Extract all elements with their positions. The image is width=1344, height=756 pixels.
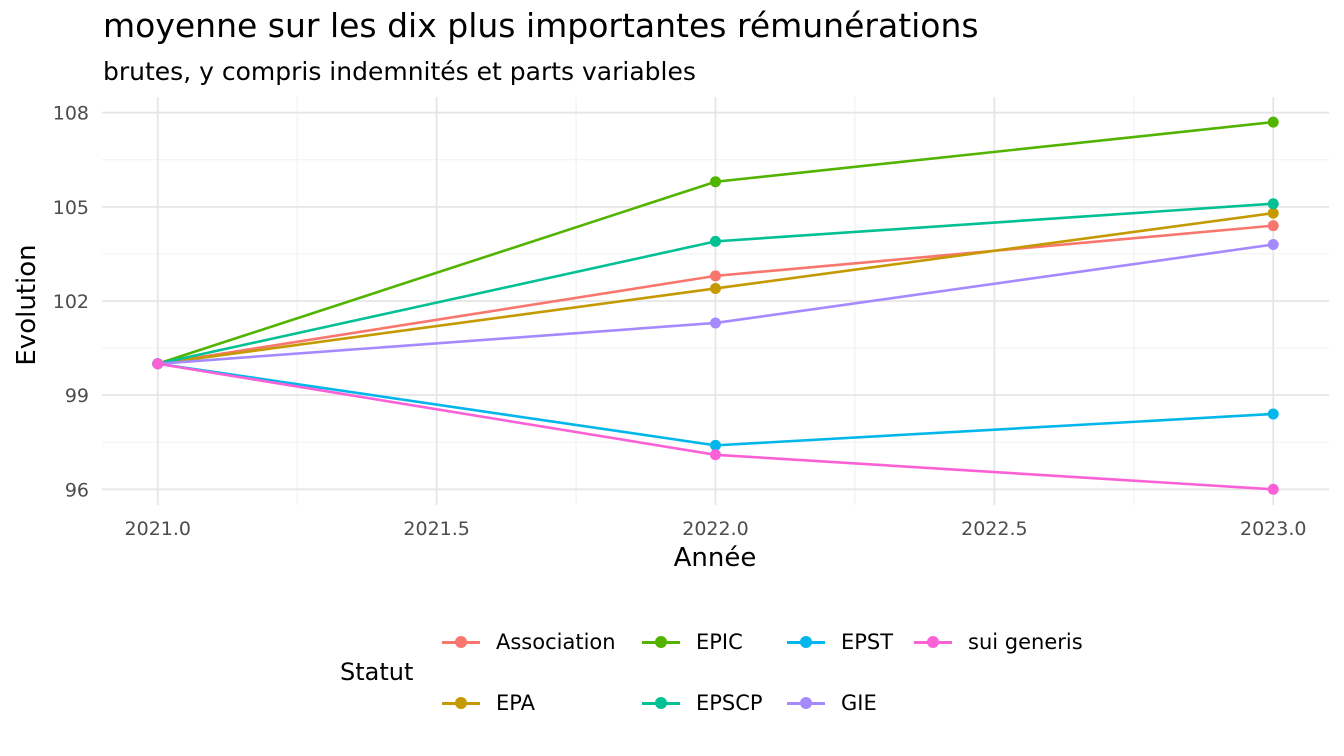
- data-point-epst: [1267, 408, 1279, 420]
- y-axis-ticks: 96 99 102 105 108: [53, 103, 89, 502]
- data-point-epic: [1267, 116, 1279, 128]
- data-point-epst: [710, 439, 721, 451]
- data-point-sui-generis: [710, 449, 721, 461]
- legend-label-gie: GIE: [841, 691, 877, 715]
- legend-item-sui-generis: sui generis: [912, 626, 1083, 658]
- data-point-association: [710, 270, 721, 282]
- legend-item-epa: EPA: [440, 687, 535, 719]
- legend-key-dot: [655, 697, 667, 709]
- legend-key-gie: [785, 687, 827, 719]
- legend-key-dot: [655, 636, 667, 648]
- legend-item-association: Association: [440, 626, 616, 658]
- legend-label-epa: EPA: [496, 691, 535, 715]
- chart-subtitle: brutes, y compris indemnités et parts va…: [103, 57, 696, 86]
- x-tick-label: 2022.0: [682, 518, 748, 540]
- legend-key-dot: [800, 636, 812, 648]
- data-point-association: [1267, 220, 1279, 232]
- x-tick-label: 2021.5: [403, 518, 469, 540]
- series-points: [152, 116, 1279, 495]
- legend-label-sui-generis: sui generis: [968, 630, 1083, 654]
- legend-item-epst: EPST: [785, 626, 893, 658]
- y-tick-label: 96: [65, 479, 89, 501]
- data-point-epa: [1267, 207, 1279, 219]
- legend-key-dot: [455, 697, 467, 709]
- x-tick-label: 2022.5: [961, 518, 1027, 540]
- data-point-epa: [710, 282, 721, 294]
- legend-item-gie: GIE: [785, 687, 877, 719]
- legend-key-epscp: [640, 687, 682, 719]
- y-tick-label: 99: [65, 385, 89, 407]
- data-point-epic: [710, 176, 721, 188]
- major-gridlines: [102, 97, 1329, 505]
- data-point-epscp: [1267, 198, 1279, 210]
- data-point-sui-generis: [1267, 483, 1279, 495]
- legend-label-association: Association: [496, 630, 616, 654]
- legend-title: Statut: [340, 658, 414, 686]
- data-point-gie: [1267, 239, 1279, 251]
- x-axis-ticks: 2021.0 2021.5 2022.0 2022.5 2023.0: [125, 518, 1307, 540]
- y-axis-label: Evolution: [12, 244, 42, 366]
- data-point-gie: [710, 317, 721, 329]
- x-tick-label: 2023.0: [1240, 518, 1306, 540]
- data-point-sui-generis: [152, 358, 164, 370]
- legend-key-association: [440, 626, 482, 658]
- legend-key-dot: [800, 697, 812, 709]
- legend-label-epscp: EPSCP: [696, 691, 763, 715]
- legend-key-dot: [927, 636, 939, 648]
- legend-key-epst: [785, 626, 827, 658]
- legend-label-epst: EPST: [841, 630, 894, 654]
- y-tick-label: 108: [53, 103, 89, 125]
- legend-label-epic: EPIC: [696, 630, 743, 654]
- legend-key-epic: [640, 626, 682, 658]
- y-tick-label: 102: [53, 291, 89, 313]
- legend-item-epscp: EPSCP: [640, 687, 763, 719]
- chart-title: moyenne sur les dix plus importantes rém…: [103, 6, 979, 45]
- legend-item-epic: EPIC: [640, 626, 743, 658]
- data-point-epscp: [710, 235, 721, 247]
- legend-key-epa: [440, 687, 482, 719]
- y-tick-label: 105: [53, 197, 89, 219]
- legend-key-dot: [455, 636, 467, 648]
- x-axis-label: Année: [673, 543, 757, 573]
- legend-key-sui-generis: [912, 626, 954, 658]
- x-tick-label: 2021.0: [125, 518, 191, 540]
